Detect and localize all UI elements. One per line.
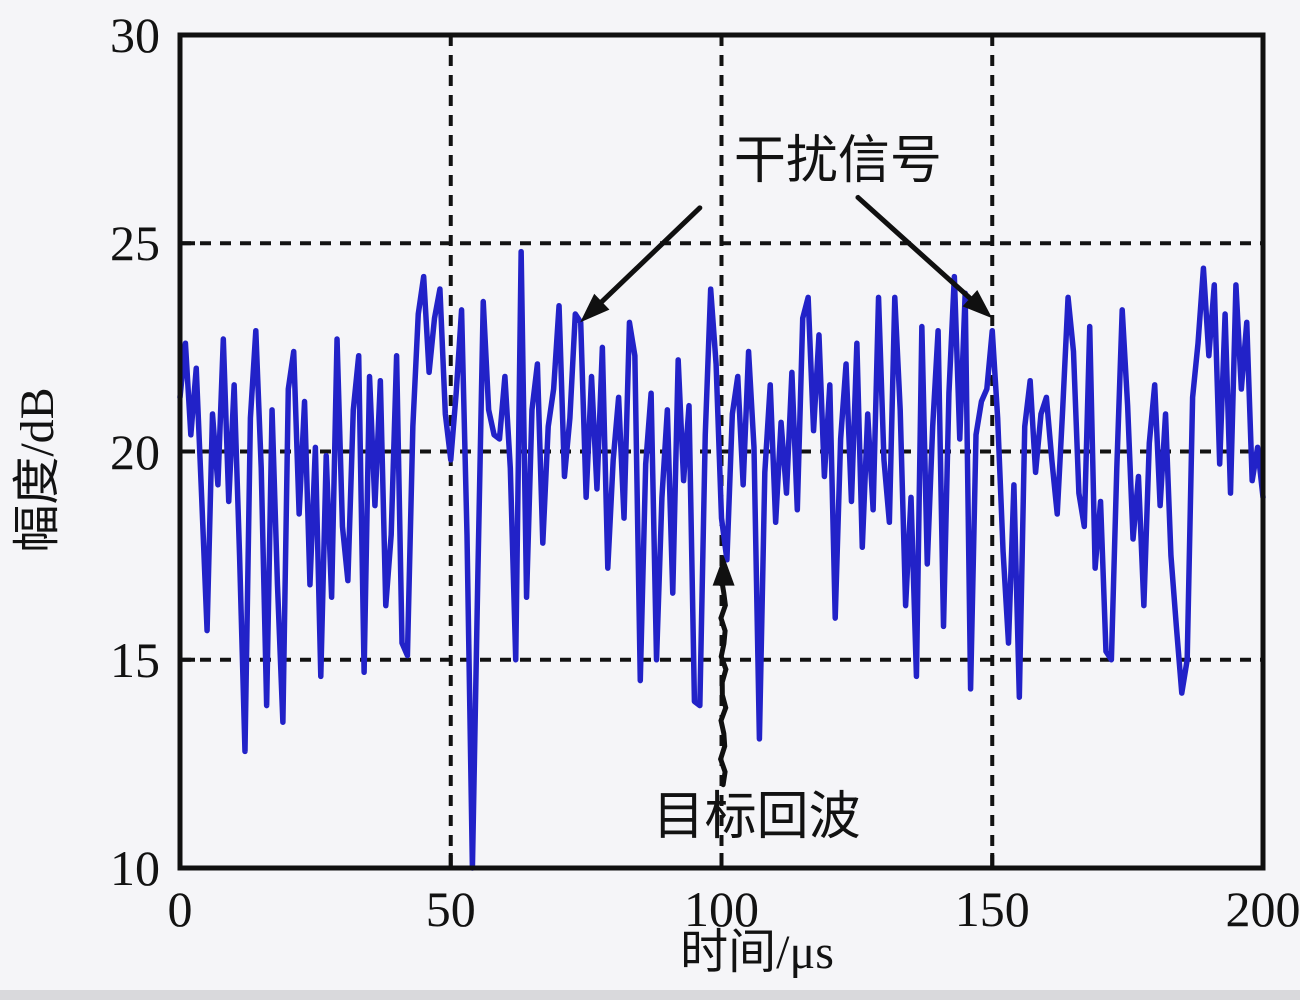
annotation-arrow-shaft [855, 194, 977, 305]
annotation-arrow-head [580, 293, 610, 323]
y-tick-label-15: 15 [110, 631, 160, 688]
x-tick-label-0: 0 [167, 881, 193, 937]
annotation-arrow-shaft [595, 205, 703, 309]
y-tick-label-30: 30 [110, 7, 160, 63]
y-tick-label-10: 10 [110, 840, 160, 896]
annotation-arrow-head [962, 289, 993, 319]
annotation-interference-signal: 干扰信号 [733, 133, 942, 191]
y-tick-label-20: 20 [110, 423, 160, 480]
x-tick-label-100: 100 [684, 881, 759, 937]
annotation-arrow-head [712, 555, 735, 586]
x-axis-label: 时间/μs [680, 926, 834, 979]
y-tick-label-25: 25 [110, 215, 160, 272]
x-tick-label-200: 200 [1225, 881, 1300, 937]
x-tick-label-150: 150 [954, 881, 1030, 937]
annotation-arrow-shaft [717, 577, 729, 788]
signal-trace [177, 248, 1266, 871]
x-tick-label-50: 50 [425, 881, 476, 937]
annotation-target-echo: 目标回波 [652, 789, 861, 847]
bottom-edge-strip [0, 990, 1300, 1000]
